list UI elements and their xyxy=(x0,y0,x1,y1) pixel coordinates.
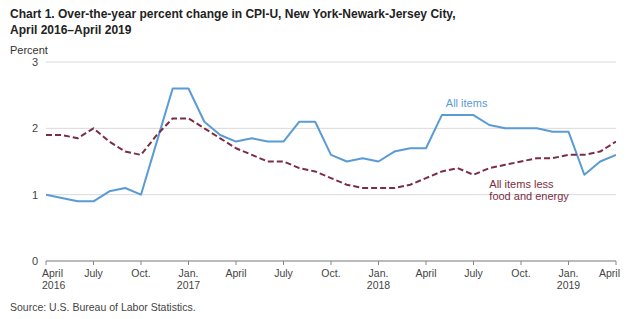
x-tick xyxy=(568,261,569,265)
x-tick-label: Oct. xyxy=(321,267,340,279)
x-tick-label: July xyxy=(84,267,103,279)
x-tick xyxy=(616,261,617,265)
x-tick xyxy=(283,261,284,265)
x-tick xyxy=(188,261,189,265)
grid-line xyxy=(46,62,616,63)
y-axis: 0 1 2 3 xyxy=(32,56,616,267)
x-tick-label: Jan.2017 xyxy=(177,267,201,291)
x-tick-label: April xyxy=(415,267,436,279)
y-tick-label: 3 xyxy=(32,56,38,68)
x-tick-label: July xyxy=(274,267,293,279)
y-tick-label: 2 xyxy=(32,122,38,134)
x-tick-label: Jan.2018 xyxy=(367,267,391,291)
x-tick-label: April xyxy=(599,267,620,279)
series-label: All items lessfood and energy xyxy=(489,178,569,202)
x-tick-label: Oct. xyxy=(131,267,150,279)
line-series xyxy=(46,89,616,202)
x-tick xyxy=(93,261,94,265)
x-tick-label: April xyxy=(225,267,246,279)
x-tick-label: Jan.2019 xyxy=(557,267,581,291)
y-tick-label: 0 xyxy=(32,255,38,267)
y-tick-label: 1 xyxy=(32,189,38,201)
x-tick xyxy=(426,261,427,265)
chart: Chart 1. Over-the-year percent change in… xyxy=(0,0,632,319)
x-tick xyxy=(46,261,47,265)
source: Source: U.S. Bureau of Labor Statistics. xyxy=(10,301,196,313)
y-axis-label: Percent xyxy=(10,44,48,56)
x-tick-label: Oct. xyxy=(511,267,530,279)
x-tick xyxy=(521,261,522,265)
x-tick xyxy=(473,261,474,265)
x-tick xyxy=(378,261,379,265)
x-tick-label: April2016 xyxy=(42,267,66,291)
title: Chart 1. Over-the-year percent change in… xyxy=(10,7,456,21)
subtitle: April 2016–April 2019 xyxy=(10,23,132,37)
lines xyxy=(46,89,616,202)
x-tick xyxy=(236,261,237,265)
series-label: All items xyxy=(446,97,488,109)
series-labels: All items All items lessfood and energy xyxy=(446,97,570,202)
x-tick xyxy=(141,261,142,265)
x-tick-label: July xyxy=(464,267,483,279)
x-axis: April2016 July Oct. Jan.2017 April July Oct. Ja… xyxy=(42,261,620,291)
x-tick xyxy=(331,261,332,265)
